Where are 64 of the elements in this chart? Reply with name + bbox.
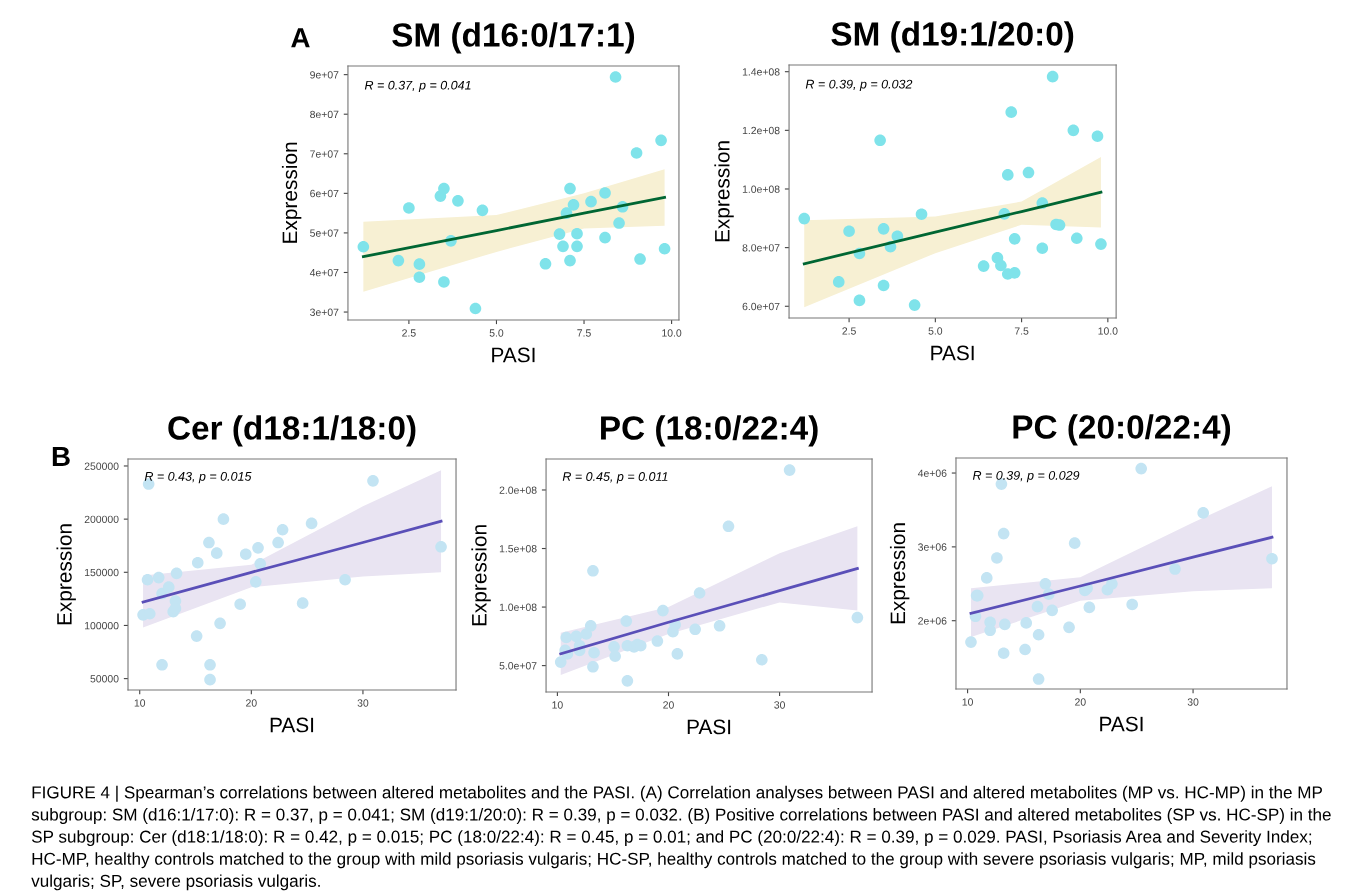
- y-tick-label: 3e+07: [310, 308, 339, 316]
- y-tick-label: 150000: [85, 568, 119, 577]
- x-tick-label: 5.0: [928, 327, 943, 335]
- y-tick-label: 1.5e+08: [499, 545, 537, 553]
- x-axis-title: PASI: [492, 347, 535, 363]
- y-tick-label: 6e+07: [310, 189, 339, 198]
- y-tick-label: 8e+07: [310, 110, 339, 119]
- chart-title: SM (d19:1/20:0): [831, 21, 1074, 53]
- y-tick-label: 100000: [85, 621, 119, 630]
- chart-title: SM (d16:0/17:1): [392, 22, 635, 54]
- x-tick-label: 30: [357, 699, 369, 707]
- y-tick-label: 3e+06: [918, 543, 947, 551]
- y-axis-title: Expression: [889, 523, 910, 624]
- x-tick-label: 2.5: [842, 327, 856, 335]
- y-tick-label: 2e+06: [918, 617, 947, 625]
- y-axis-title: Expression: [281, 142, 302, 243]
- x-tick-label: 20: [1075, 698, 1086, 706]
- y-tick-label: 6.0e+07: [742, 302, 780, 311]
- y-tick-label: 50000: [90, 675, 119, 683]
- y-tick-label: 5.0e+07: [499, 662, 537, 670]
- chart-title: Cer (d18:1/18:0): [168, 415, 416, 447]
- x-tick-label: 10.0: [662, 329, 682, 337]
- caption: FIGURE 4 | Spearman’s correlations between altered metabolites and the PASI. (A) Correlation analyses between PASI and altered metabolites (MP vs. HC-MP) in the MP subgroup: SM (d16:1/17:0): R = 0.37, p = 0.041; SM (d19:1/20:0): R = 0.39, p = 0.032. (B) Positive correlations between PASI and altered metabolites (SP vs. HC-SP) in the SP subgroup: Cer (d18:1/18:0): R = 0.42, p = 0.015; PC (18:0/22:4): R = 0.45, p = 0.01; and PC (20:0/22:4): R = 0.39, p = 0.029. PASI, Psoriasis Area and Severity Index; HC-MP, healthy controls matched to the group with mild psoriasis vulgaris; HC-SP, healthy controls matched to the group with severe psoriasis vulgaris; MP, mild psoriasis vulgaris; SP, severe psoriasis vulgaris.: [31, 785, 1331, 891]
- y-tick-label: 4e+06: [917, 469, 947, 477]
- x-tick-label: 2.5: [402, 329, 416, 337]
- y-tick-label: 5e+07: [310, 229, 339, 237]
- x-tick-label: 7.5: [1014, 327, 1029, 335]
- x-tick-label: 10: [134, 699, 146, 707]
- x-tick-label: 30: [1187, 698, 1199, 706]
- y-tick-label: 9e+07: [310, 71, 339, 79]
- y-tick-label: 2.0e+08: [499, 486, 537, 494]
- chart-title: PC (20:0/22:4): [1013, 414, 1231, 446]
- x-axis-title: PASI: [270, 717, 314, 733]
- chart-title: PC (18:0/22:4): [601, 415, 818, 447]
- y-tick-label: 200000: [84, 515, 119, 524]
- x-axis-title: PASI: [931, 345, 974, 361]
- x-tick-label: 10: [552, 701, 563, 709]
- y-tick-label: 1.0e+08: [499, 603, 537, 611]
- y-tick-label: 4e+07: [309, 268, 339, 277]
- y-axis-title: Expression: [56, 524, 76, 625]
- text: B: [52, 446, 70, 467]
- y-tick-label: 250000: [84, 462, 119, 470]
- x-axis-title: PASI: [687, 719, 731, 735]
- y-tick-label: 7e+07: [310, 150, 339, 158]
- y-tick-label: 1.4e+08: [742, 68, 780, 76]
- x-tick-label: 20: [246, 699, 257, 707]
- x-tick-label: 20: [663, 701, 674, 709]
- annotation: R = 0.43, p = 0.015: [144, 471, 252, 484]
- annotation: R = 0.39, p = 0.032: [805, 79, 913, 92]
- y-axis-title: Expression: [471, 525, 491, 626]
- text: A: [291, 28, 310, 48]
- x-tick-label: 5.0: [489, 329, 504, 337]
- y-tick-label: 1.2e+08: [742, 126, 780, 135]
- annotation: R = 0.45, p = 0.011: [562, 472, 668, 484]
- x-axis-title: PASI: [1100, 716, 1143, 732]
- y-tick-label: 1.0e+08: [742, 185, 780, 193]
- y-tick-label: 8.0e+07: [742, 244, 780, 252]
- x-tick-label: 30: [774, 701, 785, 709]
- y-axis-title: Expression: [714, 141, 734, 242]
- x-tick-label: 10: [962, 698, 973, 706]
- x-tick-label: 10.0: [1098, 327, 1118, 335]
- annotation: R = 0.39, p = 0.029: [972, 470, 1080, 483]
- annotation: R = 0.37, p = 0.041: [364, 80, 471, 93]
- x-tick-label: 7.5: [577, 329, 591, 337]
